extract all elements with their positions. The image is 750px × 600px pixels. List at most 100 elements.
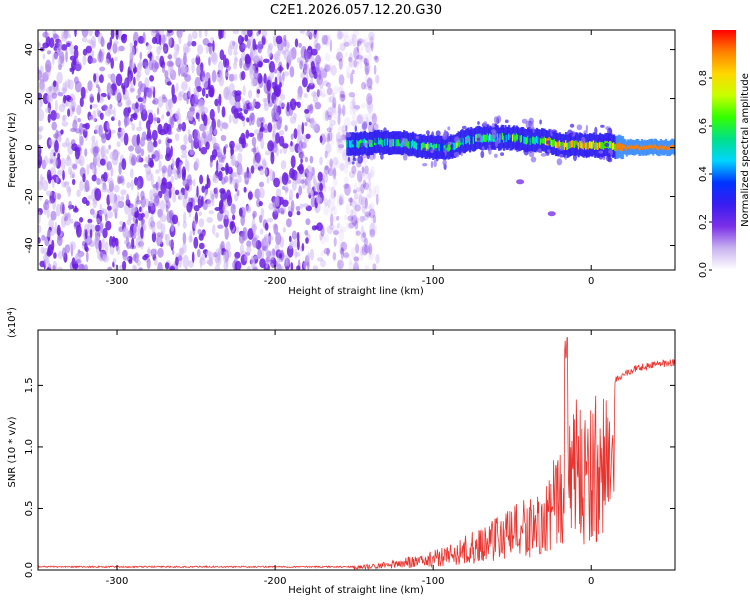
noise-speckle (64, 80, 68, 93)
noise-speckle (57, 92, 64, 97)
noise-speckle (368, 86, 373, 91)
signal-core (585, 142, 588, 150)
noise-speckle (326, 133, 330, 143)
noise-speckle (273, 177, 280, 188)
noise-speckle (242, 97, 245, 105)
signal-core (509, 135, 512, 143)
noise-speckle (374, 55, 380, 63)
noise-speckle (256, 151, 261, 164)
signal-speckle (493, 116, 499, 124)
y-tick-label: 1.5 (24, 377, 35, 393)
noise-speckle (372, 214, 377, 224)
noise-speckle (332, 168, 337, 180)
noise-speckle (181, 81, 188, 91)
noise-speckle (240, 168, 244, 176)
signal-core (473, 135, 476, 143)
noise-speckle (206, 174, 209, 185)
noise-speckle (356, 115, 363, 125)
signal-core (619, 143, 622, 151)
noise-speckle (363, 162, 367, 174)
noise-speckle (245, 205, 251, 214)
noise-speckle (348, 153, 353, 165)
noise-speckle (337, 86, 343, 93)
noise-speckle (91, 42, 96, 49)
noise-speckle (127, 106, 131, 114)
noise-speckle (108, 144, 111, 150)
noise-speckle (359, 215, 365, 223)
noise-speckle (357, 113, 364, 124)
noise-speckle (356, 187, 361, 193)
noise-speckle (87, 80, 93, 92)
noise-speckle (263, 73, 267, 84)
noise-speckle (146, 44, 153, 51)
noise-speckle (166, 30, 173, 34)
noise-speckle (88, 115, 94, 121)
noise-speckle (55, 112, 60, 120)
noise-speckle (334, 55, 340, 60)
noise-speckle (202, 201, 208, 211)
noise-speckle (161, 114, 165, 120)
noise-speckle (130, 168, 134, 179)
noise-speckle (283, 49, 291, 61)
colorbar-tick-label: 0.4 (698, 166, 709, 182)
noise-speckle (361, 166, 365, 174)
noise-speckle (177, 123, 184, 128)
noise-speckle (333, 189, 337, 198)
noise-speckle (47, 113, 51, 124)
noise-speckle (191, 40, 197, 47)
noise-speckle (159, 214, 167, 223)
noise-speckle (215, 232, 220, 239)
noise-speckle (329, 193, 336, 205)
noise-speckle (326, 87, 333, 96)
noise-speckle (330, 186, 336, 200)
noise-speckle (205, 130, 212, 142)
noise-speckle (268, 61, 276, 73)
noise-speckle (289, 167, 295, 179)
noise-speckle (167, 138, 173, 144)
noise-speckle (333, 110, 338, 120)
noise-speckle (76, 224, 82, 238)
noise-speckle (253, 71, 260, 80)
noise-speckle (348, 92, 356, 98)
signal-core (628, 145, 631, 150)
noise-speckle (336, 138, 343, 143)
noise-speckle (169, 116, 173, 125)
noise-speckle (62, 114, 66, 123)
noise-speckle (305, 218, 311, 226)
noise-speckle (260, 137, 265, 150)
noise-speckle (211, 70, 217, 83)
noise-speckle (233, 62, 237, 70)
signal-core (425, 143, 428, 151)
noise-speckle (140, 190, 145, 201)
noise-speckle (227, 194, 233, 207)
noise-speckle (366, 99, 372, 105)
signal-speckle (450, 153, 454, 158)
y-tick-label: 40 (24, 43, 35, 56)
noise-speckle (212, 224, 216, 235)
noise-speckle (181, 121, 186, 132)
noise-speckle (350, 209, 353, 220)
noise-speckle (364, 213, 371, 218)
noise-speckle (336, 142, 341, 153)
noise-speckle (338, 149, 343, 154)
noise-speckle (64, 95, 72, 101)
noise-speckle (84, 229, 88, 240)
noise-speckle (299, 203, 304, 209)
noise-speckle (158, 45, 163, 50)
noise-speckle (337, 114, 341, 126)
snr-y-ticks: 0.0 0.5 1.0 1.5 (24, 377, 675, 578)
noise-speckle (39, 260, 45, 268)
noise-speckle (150, 214, 154, 226)
noise-speckle (324, 233, 330, 243)
noise-speckle (310, 48, 318, 56)
noise-speckle (328, 96, 335, 103)
noise-speckle (321, 37, 325, 47)
noise-speckle (368, 252, 375, 261)
noise-speckle (91, 164, 96, 175)
noise-speckle (47, 248, 51, 256)
snr-panel: -300 -200 -100 0 0.0 0.5 1.0 1.5 Height of str… (6, 307, 676, 596)
noise-speckle (118, 162, 122, 175)
signal-core (616, 143, 619, 151)
noise-speckle (214, 264, 221, 270)
noise-speckle (54, 140, 59, 153)
